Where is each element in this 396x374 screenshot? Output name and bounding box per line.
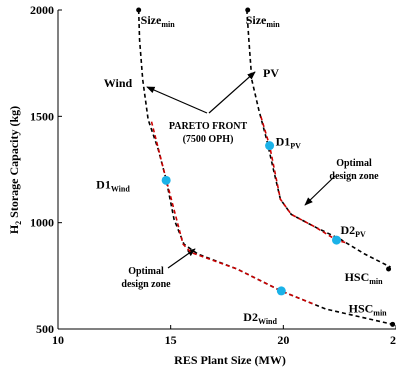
end-marker: [245, 7, 251, 13]
x-tick-label: 25: [390, 333, 396, 347]
marker-label-sub: min: [266, 20, 280, 29]
point-label-main: D2: [243, 310, 258, 324]
end-marker: [386, 266, 392, 272]
y-label-rest: Storage Capacity (kg): [7, 106, 21, 221]
x-tick-label: 10: [52, 333, 64, 347]
point-label-sub: Wind: [258, 317, 278, 326]
point-label-main: D2: [341, 223, 356, 237]
annotation: Optimal: [336, 158, 372, 169]
point-label: D1Wind: [96, 177, 130, 193]
marker-label-sub: min: [373, 308, 387, 317]
point-label-sub: Wind: [111, 184, 131, 193]
marker-label: HSCmin: [345, 270, 384, 286]
annotation: design zone: [329, 171, 379, 182]
arrow: [304, 175, 336, 206]
point-label-main: D1: [276, 135, 291, 149]
marker-label: HSCmin: [349, 301, 388, 317]
annotation: design zone: [121, 279, 171, 290]
point-label: D2PV: [341, 223, 367, 239]
marker-label-sub: min: [369, 277, 383, 286]
design-point: [276, 286, 286, 296]
marker-label: Sizemin: [141, 13, 176, 29]
marker-label-main: HSC: [349, 301, 374, 315]
point-label: D1PV: [276, 135, 302, 151]
design-point: [332, 235, 342, 245]
arrow: [167, 248, 196, 269]
point-label-sub: PV: [290, 142, 301, 151]
arrows: [146, 71, 336, 269]
design-point: [265, 141, 275, 151]
point-label: D2Wind: [243, 310, 277, 326]
x-axis-label: RES Plant Size (MW): [174, 353, 286, 367]
x-tick-label: 20: [277, 333, 289, 347]
y-label-sub: 2: [14, 221, 23, 225]
y-tick-label: 2000: [30, 3, 54, 17]
point-label-main: D1: [96, 177, 111, 191]
x-tick-label: 15: [165, 333, 177, 347]
end-marker: [390, 321, 396, 327]
point-label-sub: PV: [355, 230, 366, 239]
marker-label-main: Size: [141, 13, 162, 27]
y-tick-label: 1500: [30, 109, 54, 123]
marker-label-main: Size: [246, 13, 267, 27]
marker-label-main: HSC: [345, 270, 370, 284]
arrow: [208, 71, 256, 114]
y-tick-label: 500: [36, 322, 54, 336]
annotation: Optimal: [128, 266, 164, 277]
y-tick-label: 1000: [30, 216, 54, 230]
y-label-main: H: [7, 224, 21, 234]
annotation: PV: [263, 66, 279, 80]
series-line: [137, 9, 391, 325]
annotation: (7500 OPH): [183, 134, 234, 145]
marker-label: Sizemin: [246, 13, 281, 29]
arrow: [146, 86, 208, 114]
end-marker: [136, 7, 142, 13]
annotation: Wind: [104, 76, 133, 90]
y-axis-label: H2 Storage Capacity (kg): [7, 106, 23, 234]
marker-label-sub: min: [161, 20, 175, 29]
annotation: PARETO FRONT: [169, 121, 248, 132]
design-point: [161, 175, 171, 185]
